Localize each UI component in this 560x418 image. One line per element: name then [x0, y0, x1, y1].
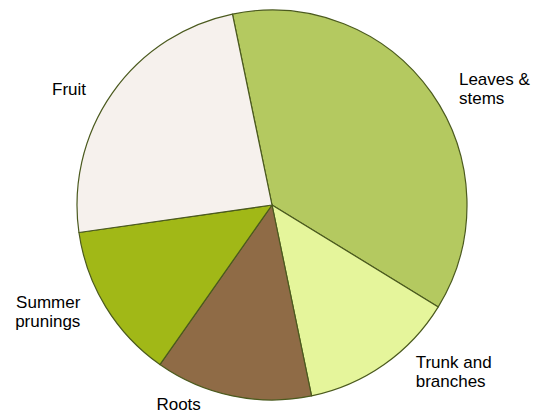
svg-text:Trunk andbranches: Trunk andbranches [416, 353, 492, 391]
svg-text:Fruit: Fruit [52, 80, 86, 99]
svg-text:Roots: Roots [156, 395, 200, 414]
svg-text:Leaves &stems: Leaves &stems [459, 70, 531, 108]
svg-text:Summerprunings: Summerprunings [15, 293, 81, 331]
